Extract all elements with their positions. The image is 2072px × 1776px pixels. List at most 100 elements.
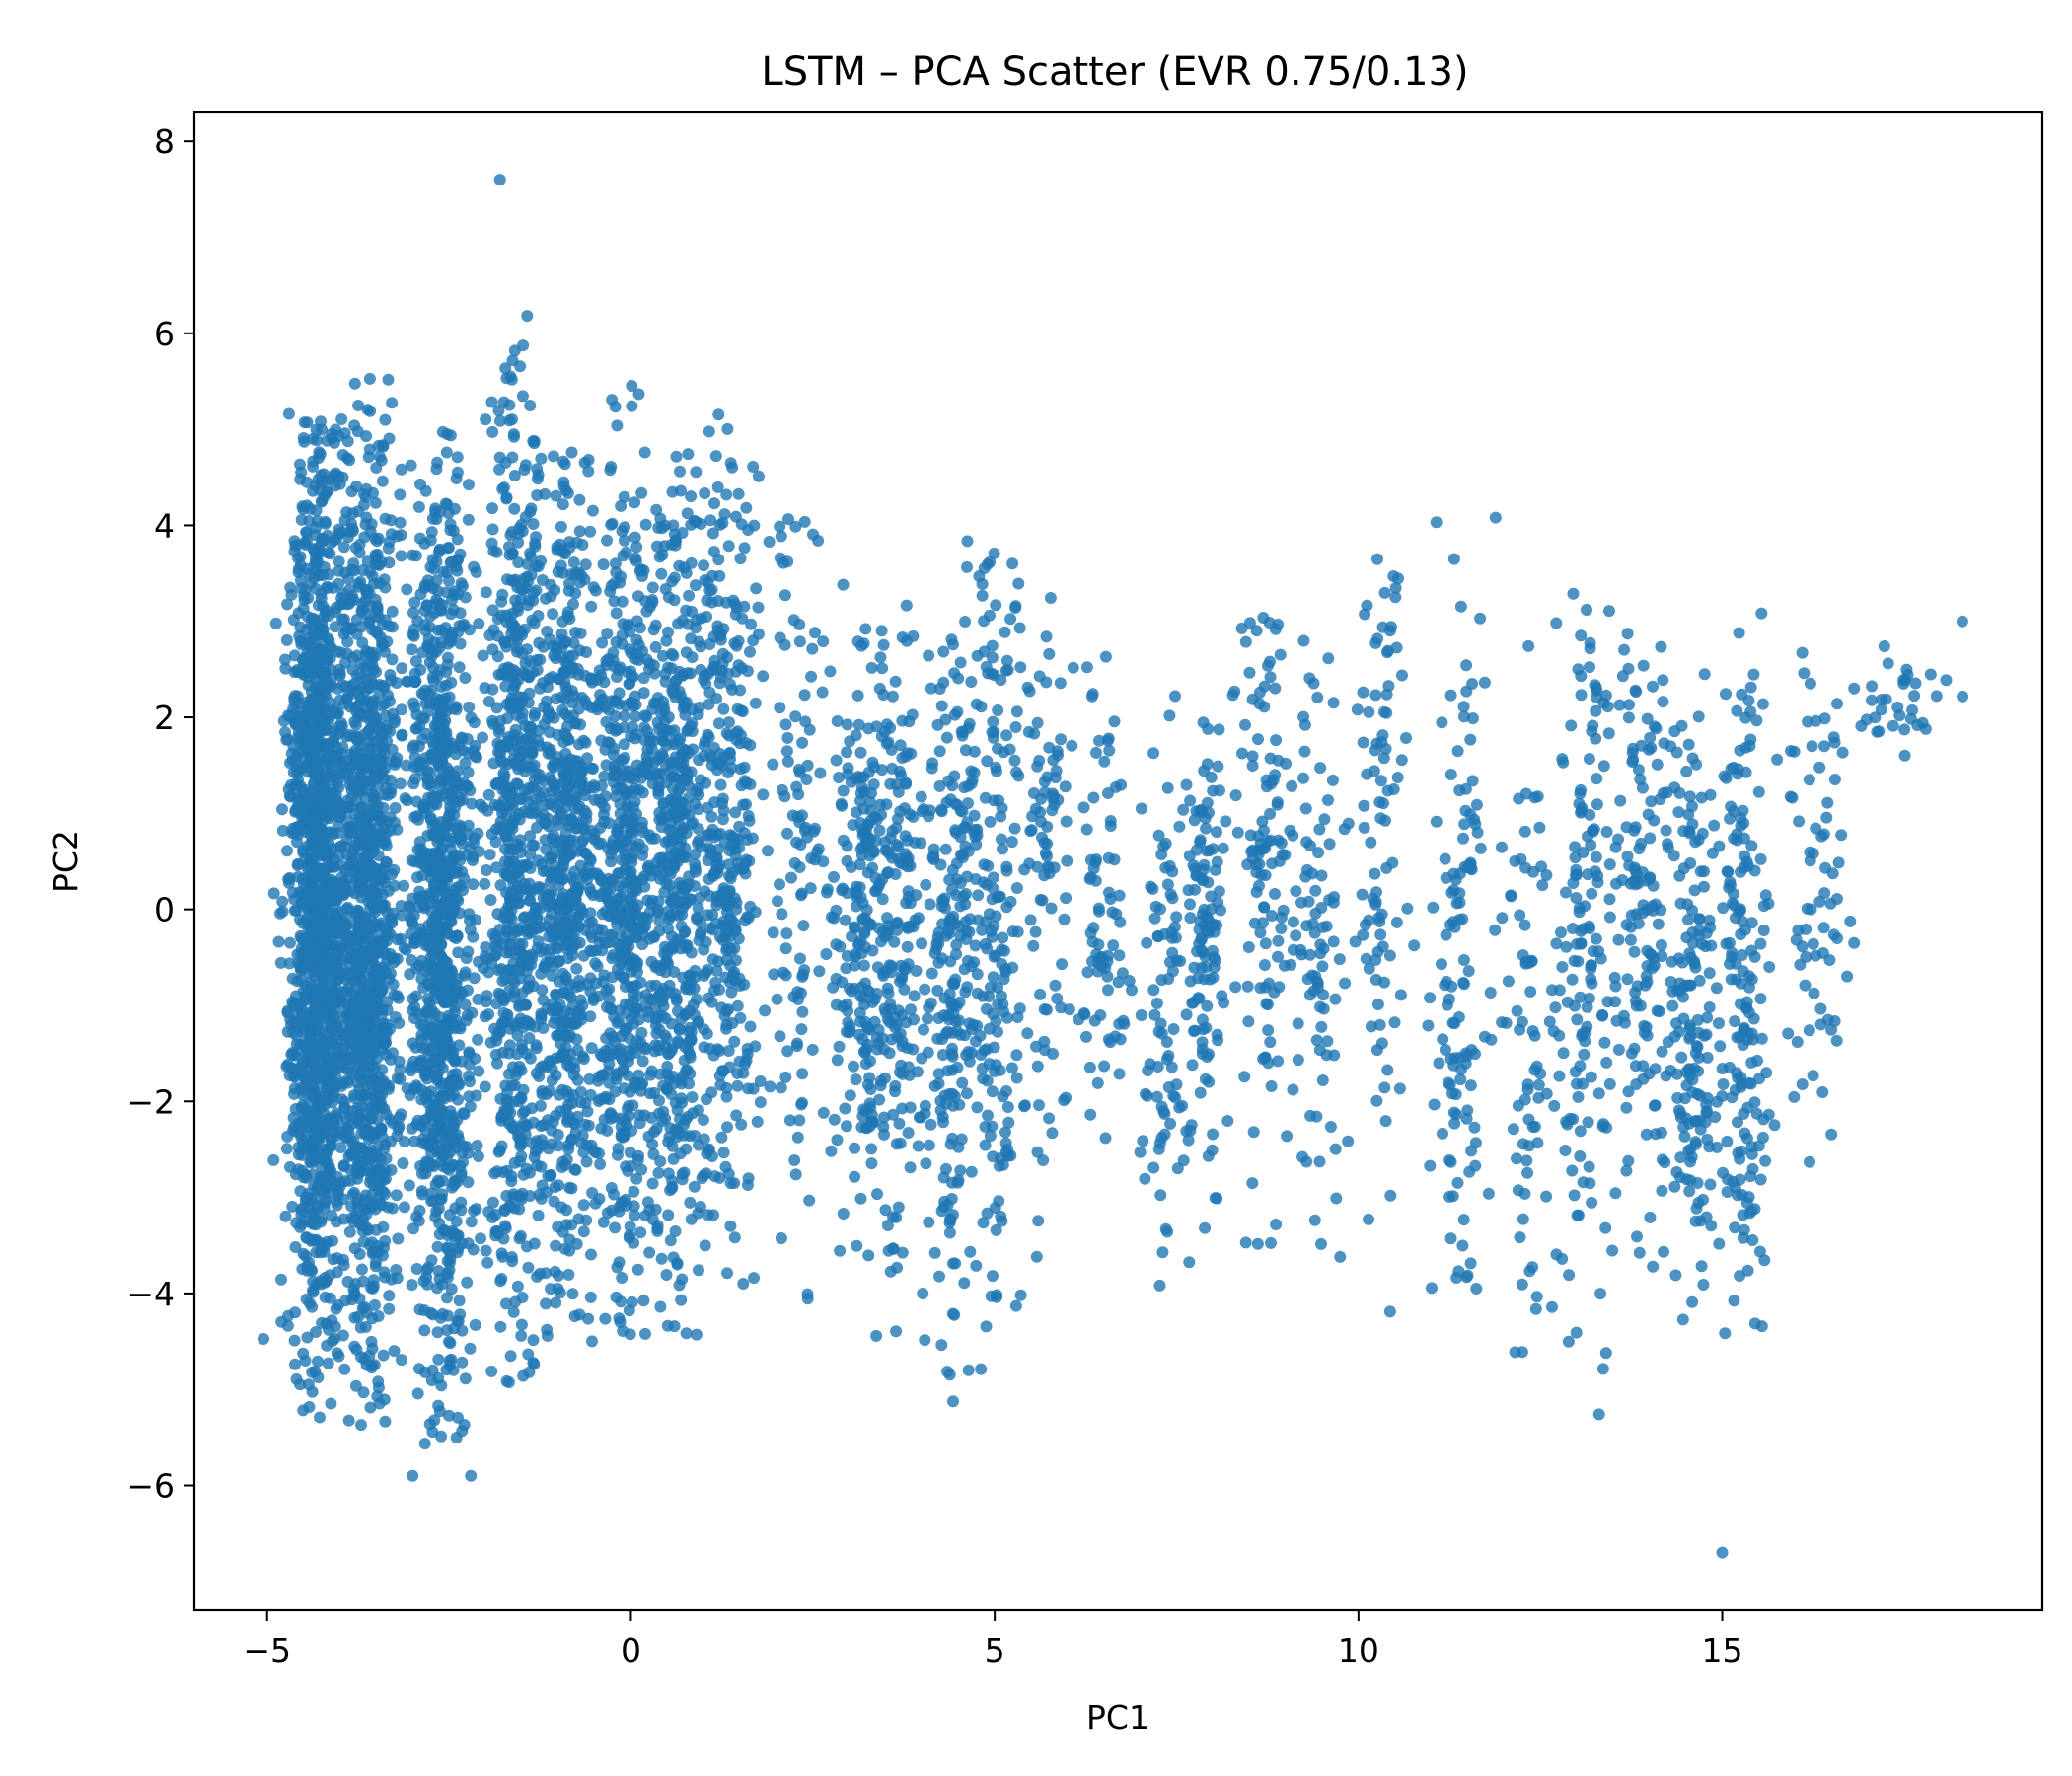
data-point	[436, 1278, 449, 1291]
data-point	[426, 1114, 439, 1127]
data-point	[390, 677, 403, 689]
data-point	[486, 425, 499, 438]
data-point	[378, 681, 391, 694]
data-point	[286, 1200, 299, 1213]
data-point	[511, 1048, 523, 1061]
data-point	[558, 707, 571, 720]
data-point	[462, 945, 475, 958]
data-point	[470, 565, 482, 578]
data-point	[381, 996, 394, 1008]
data-point	[500, 492, 513, 505]
data-point	[570, 1237, 583, 1250]
data-point	[312, 1355, 324, 1368]
data-point	[575, 777, 588, 790]
data-point	[530, 1067, 543, 1079]
data-point	[338, 1363, 351, 1375]
data-point	[382, 373, 395, 386]
data-point	[535, 452, 548, 465]
data-point	[337, 613, 350, 626]
data-point	[361, 555, 374, 568]
data-point	[350, 669, 363, 682]
data-point	[307, 1275, 320, 1288]
data-point	[302, 1187, 315, 1200]
data-point	[412, 500, 425, 513]
data-point	[333, 564, 345, 577]
data-point	[486, 523, 499, 536]
data-point	[541, 712, 554, 724]
data-point	[549, 922, 561, 934]
data-point	[379, 1139, 392, 1151]
data-point	[337, 541, 350, 554]
data-point	[369, 549, 382, 561]
data-point	[407, 1083, 420, 1096]
data-point	[534, 1099, 547, 1112]
data-point	[490, 777, 503, 790]
data-point	[485, 1365, 498, 1377]
data-point	[289, 1306, 302, 1319]
data-point	[500, 1164, 513, 1177]
data-point	[365, 923, 378, 935]
data-point	[495, 1247, 508, 1260]
data-point	[368, 709, 381, 722]
data-point	[432, 1353, 445, 1366]
data-point	[380, 923, 393, 935]
data-point	[357, 1218, 370, 1230]
data-point	[507, 428, 520, 441]
data-point	[518, 784, 531, 797]
data-point	[386, 1202, 399, 1215]
data-point	[503, 399, 516, 411]
data-point	[480, 996, 492, 1008]
data-point	[497, 767, 510, 779]
data-point	[310, 987, 323, 999]
data-point	[340, 849, 353, 861]
data-point	[394, 488, 407, 501]
data-point	[319, 1276, 332, 1289]
data-point	[407, 909, 420, 922]
data-point	[455, 1204, 468, 1217]
data-point	[422, 1261, 435, 1274]
data-point	[579, 789, 592, 802]
data-point	[377, 1249, 389, 1262]
data-point	[386, 605, 399, 618]
data-point	[292, 870, 305, 883]
data-point	[515, 582, 527, 595]
data-point	[416, 712, 428, 725]
data-point	[375, 454, 388, 467]
data-point	[377, 1349, 390, 1362]
data-point	[523, 1032, 536, 1044]
data-point	[572, 921, 585, 933]
data-point	[338, 514, 351, 527]
data-point	[333, 667, 346, 680]
data-point	[503, 1117, 516, 1130]
data-point	[290, 718, 303, 730]
data-point	[552, 1140, 564, 1152]
data-point	[377, 1221, 390, 1233]
data-point	[366, 843, 379, 854]
data-point	[410, 810, 423, 823]
data-point	[295, 1102, 308, 1115]
data-point	[504, 702, 517, 714]
data-point	[505, 1175, 518, 1188]
data-point	[358, 1300, 371, 1313]
data-point	[414, 478, 426, 490]
data-point	[551, 544, 563, 556]
data-point	[577, 1225, 590, 1238]
data-point	[411, 1387, 424, 1400]
data-point	[326, 1134, 338, 1147]
data-point	[419, 1068, 432, 1080]
data-point	[541, 626, 554, 637]
data-point	[455, 577, 468, 590]
data-point	[462, 1237, 475, 1250]
data-point	[396, 728, 408, 741]
data-point	[407, 742, 419, 754]
data-point	[464, 1075, 476, 1088]
data-point	[372, 439, 385, 452]
data-point	[453, 1295, 466, 1307]
data-point	[316, 1090, 329, 1103]
data-point	[556, 566, 569, 579]
data-point	[340, 1131, 353, 1144]
data-point	[288, 692, 301, 704]
data-point	[573, 525, 586, 538]
data-point	[330, 1302, 342, 1315]
data-point	[479, 877, 491, 890]
